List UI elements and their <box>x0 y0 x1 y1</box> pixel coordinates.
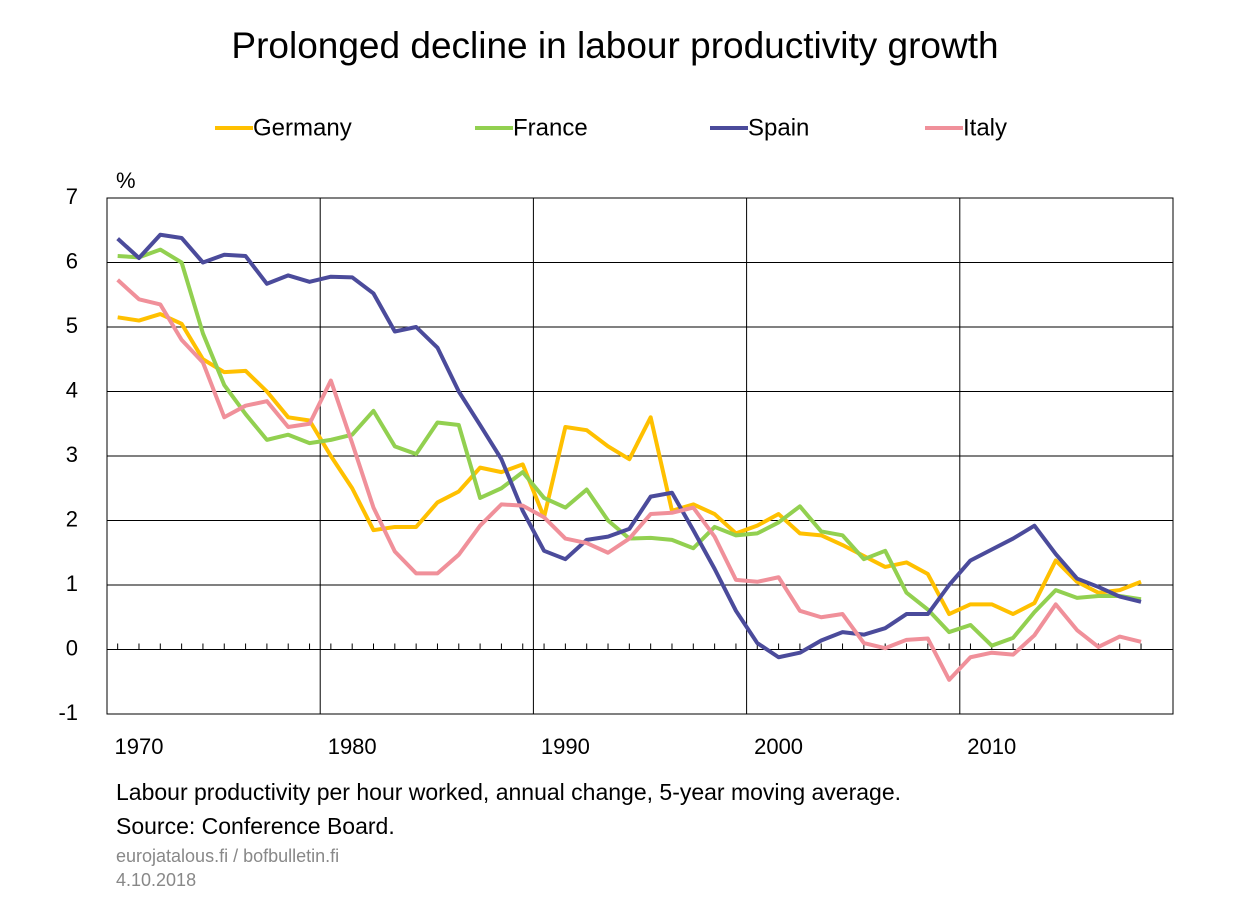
legend-label: Italy <box>963 114 1007 141</box>
x-tick-label: 2010 <box>967 734 1016 759</box>
y-tick-label: -1 <box>58 700 78 725</box>
y-tick-label: 3 <box>66 442 78 467</box>
x-tick-label: 1970 <box>115 734 164 759</box>
y-tick-label: 1 <box>66 571 78 596</box>
y-tick-label: 4 <box>66 377 78 402</box>
y-tick-label: 7 <box>66 184 78 209</box>
x-tick-label: 1990 <box>541 734 590 759</box>
note: Source: Conference Board. <box>116 813 395 839</box>
y-tick-label: 0 <box>66 635 78 660</box>
date: 4.10.2018 <box>116 870 196 890</box>
series-line <box>116 278 1142 682</box>
x-tick-label: 1980 <box>328 734 377 759</box>
chart-title: Prolonged decline in labour productivity… <box>231 25 998 66</box>
y-tick-label: 2 <box>66 506 78 531</box>
series-line <box>117 312 1142 617</box>
x-tick-label: 2000 <box>754 734 803 759</box>
y-tick-label: 6 <box>66 248 78 273</box>
y-unit: % <box>116 168 136 193</box>
note: Labour productivity per hour worked, ann… <box>116 779 901 805</box>
legend-label: Spain <box>748 114 809 141</box>
legend-label: Germany <box>253 114 352 141</box>
series-line <box>116 232 1142 660</box>
credit: eurojatalous.fi / bofbulletin.fi <box>116 846 339 866</box>
legend-label: France <box>513 114 588 141</box>
series-line <box>117 247 1142 648</box>
y-tick-label: 5 <box>66 313 78 338</box>
